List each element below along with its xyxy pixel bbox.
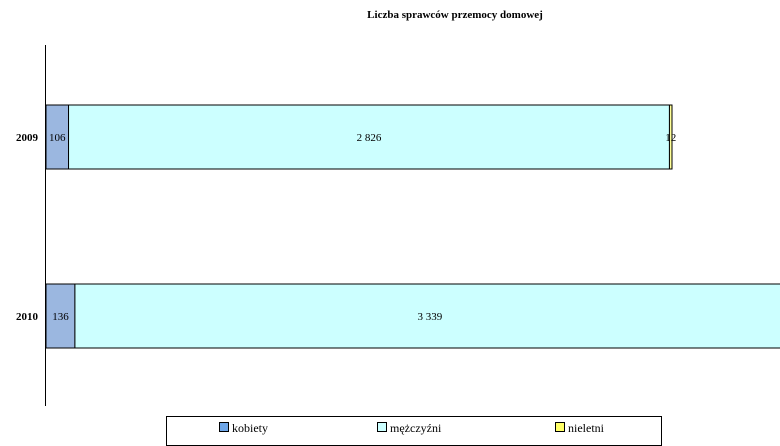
legend-label-mezczyzni: mężczyźni bbox=[390, 421, 442, 435]
bar-chart: Liczba sprawców przemocy domowej 106 2 82… bbox=[16, 9, 780, 406]
data-label-2009-mężczyźni: 2 826 bbox=[357, 132, 382, 144]
bar-2009-nieletni bbox=[668, 104, 673, 170]
legend-item-nieletni: nieletni bbox=[555, 421, 604, 435]
legend-label-kobiety: kobiety bbox=[232, 421, 268, 435]
data-label-2010-kobiety: 136 bbox=[52, 311, 69, 323]
data-label-2009-kobiety: 106 bbox=[49, 132, 66, 144]
chart-title: Liczba sprawców przemocy domowej bbox=[367, 9, 543, 21]
legend: kobiety mężczyźni nieletni bbox=[166, 416, 662, 446]
category-label-2010: 2010 bbox=[16, 311, 39, 323]
bars-group: 106 2 826 12 136 3 339 bbox=[45, 104, 780, 349]
legend-item-kobiety: kobiety bbox=[219, 421, 268, 435]
legend-label-nieletni: nieletni bbox=[568, 421, 604, 435]
legend-swatch-kobiety bbox=[219, 422, 229, 432]
data-label-2010-mężczyźni: 3 339 bbox=[418, 311, 443, 323]
category-label-2009: 2009 bbox=[16, 132, 39, 144]
bar-2009-mężczyźni bbox=[68, 104, 670, 170]
bar-2010-mężczyźni bbox=[74, 283, 780, 349]
legend-swatch-mezczyzni bbox=[377, 422, 387, 432]
category-labels: 2009 2010 bbox=[16, 132, 39, 323]
legend-item-mezczyzni: mężczyźni bbox=[377, 421, 441, 435]
data-label-2009-nieletni: 12 bbox=[665, 132, 676, 144]
legend-swatch-nieletni bbox=[555, 422, 565, 432]
